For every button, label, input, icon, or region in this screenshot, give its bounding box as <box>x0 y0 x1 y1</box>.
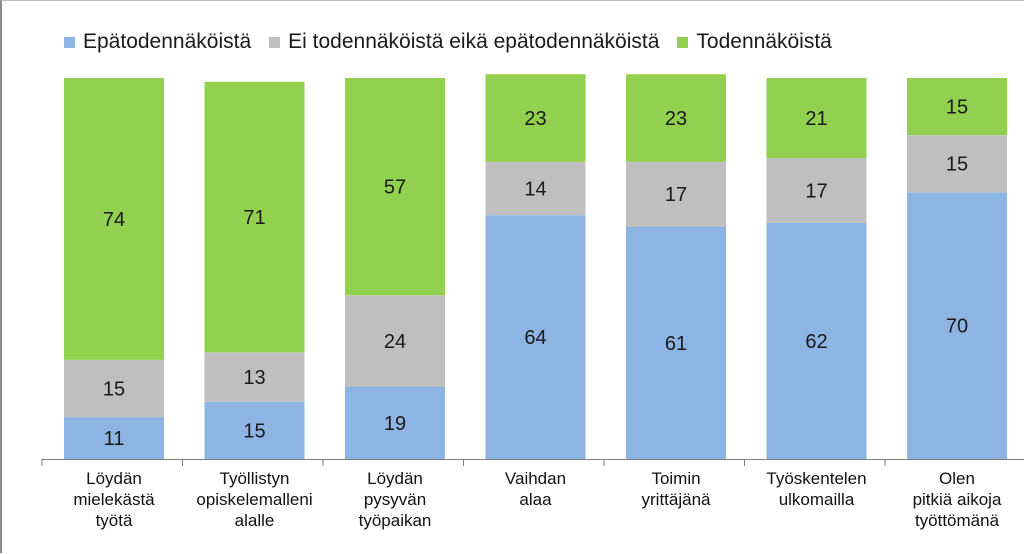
legend-item-2: Ei todennäköistä eikä epätodennäköistä <box>269 30 659 54</box>
bar-segment-1-2 <box>64 359 164 417</box>
category-label-2: Työllistyn opiskelemalleni alalle <box>196 469 313 530</box>
data-label-2-2: 13 <box>243 367 265 389</box>
data-label-4-2: 14 <box>524 179 546 201</box>
legend-label: Epätodennäköistä <box>83 30 252 53</box>
legend: Epätodennäköistä Ei todennäköistä eikä ep… <box>64 27 832 57</box>
data-label-4-3: 23 <box>524 108 546 130</box>
data-label-6-3: 21 <box>805 108 827 130</box>
legend-swatch <box>269 36 281 48</box>
category-label-3: Löydän pysyvän työpaikan <box>358 469 432 530</box>
data-label-5-2: 17 <box>665 184 687 206</box>
bar-segment-5-1 <box>626 226 726 459</box>
data-label-7-2: 15 <box>946 154 968 176</box>
data-label-3-3: 57 <box>384 177 406 199</box>
bar-segment-2-1 <box>204 401 305 459</box>
data-label-6-1: 62 <box>805 331 827 353</box>
bar-segment-6-2 <box>766 158 867 223</box>
data-label-2-1: 15 <box>243 420 265 442</box>
bar-segment-7-3 <box>907 78 1007 136</box>
bar-segment-7-2 <box>907 135 1007 193</box>
data-label-5-1: 61 <box>665 333 687 355</box>
legend-item-3: Todennäköistä <box>677 30 832 54</box>
data-label-5-3: 23 <box>665 108 687 130</box>
data-label-7-3: 15 <box>946 97 968 119</box>
legend-label: Ei todennäköistä eikä epätodennäköistä <box>288 30 660 53</box>
bar-segment-3-2 <box>345 295 445 387</box>
category-label-4: Vaihdan alaa <box>504 469 567 509</box>
data-label-1-3: 74 <box>103 209 125 231</box>
bar-segment-4-2 <box>485 161 586 216</box>
bar-segment-4-3 <box>485 74 586 162</box>
data-label-3-1: 19 <box>384 413 406 435</box>
bar-segment-7-1 <box>907 192 1007 460</box>
bar-segment-4-1 <box>485 215 586 459</box>
bar-segment-5-3 <box>626 74 726 162</box>
data-label-1-1: 11 <box>104 428 125 450</box>
data-label-1-2: 15 <box>103 379 125 401</box>
bar-segment-1-3 <box>64 78 164 360</box>
category-label-1: Löydän mielekästä työtä <box>73 469 155 530</box>
category-label-7: Olen pitkiä aikoja työttömänä <box>912 469 1002 530</box>
data-label-4-1: 64 <box>524 327 546 349</box>
data-label-6-2: 17 <box>805 180 827 202</box>
legend-swatch <box>677 36 689 48</box>
bar-segment-2-2 <box>204 352 305 402</box>
bar-segment-2-3 <box>204 81 305 353</box>
bar-segment-1-1 <box>64 417 164 459</box>
category-label-5: Toimin yrittäjänä <box>641 469 711 509</box>
bar-segment-6-3 <box>766 78 867 158</box>
data-label-3-2: 24 <box>384 331 406 353</box>
legend-item-1: Epätodennäköistä <box>64 30 251 54</box>
bar-segment-5-2 <box>626 161 726 227</box>
bar-segment-3-1 <box>345 386 445 459</box>
legend-swatch <box>64 36 75 48</box>
legend-label: Todennäköistä <box>696 30 832 53</box>
bar-segment-3-3 <box>345 78 445 296</box>
data-label-2-3: 71 <box>243 207 265 229</box>
bar-segment-6-1 <box>766 222 867 459</box>
data-label-7-1: 70 <box>946 316 968 338</box>
category-label-6: Työskentelen ulkomailla <box>766 469 867 509</box>
